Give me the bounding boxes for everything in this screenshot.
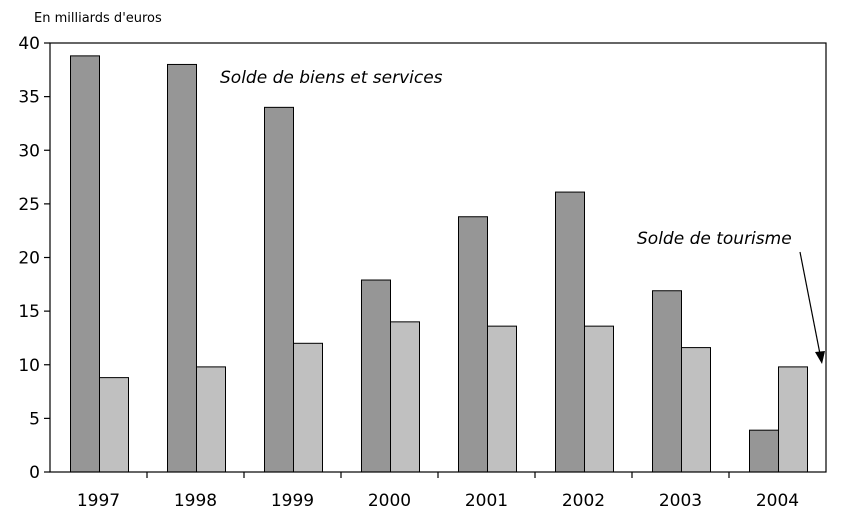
y-tick-label: 10	[18, 356, 40, 376]
x-tick-label: 2000	[368, 491, 411, 511]
y-axis-unit-label: En milliards d'euros	[34, 11, 162, 26]
bar-biens-services-2001	[458, 216, 488, 473]
bar-tourisme-2000	[390, 321, 420, 473]
bar-biens-services-1997	[70, 55, 100, 473]
bar-biens-services-2002	[555, 191, 585, 473]
y-tick-label: 15	[18, 302, 40, 322]
y-tick-label: 5	[29, 409, 40, 429]
bar-tourisme-1998	[196, 366, 226, 473]
annotation-tourisme: Solde de tourisme	[637, 229, 792, 249]
annotation-biens-services: Solde de biens et services	[220, 68, 443, 88]
bar-tourisme-2002	[584, 325, 614, 473]
y-tick-label: 25	[18, 195, 40, 215]
annotation-arrow-line	[799, 251, 821, 355]
bar-biens-services-1998	[167, 63, 197, 473]
bar-biens-services-2004	[749, 429, 779, 473]
y-tick-label: 30	[18, 141, 40, 161]
x-tick-label: 2001	[465, 491, 508, 511]
y-tick-label: 20	[18, 249, 40, 269]
bars	[70, 55, 808, 473]
x-tick-label: 2004	[756, 491, 799, 511]
bar-tourisme-2003	[681, 347, 711, 473]
x-tick-label: 1999	[271, 491, 314, 511]
x-tick-label: 1997	[77, 491, 120, 511]
x-tick-label: 2002	[562, 491, 605, 511]
bar-tourisme-1997	[99, 377, 129, 473]
annotation-arrow-head	[815, 351, 825, 364]
y-tick-label: 40	[18, 34, 40, 54]
x-axis: 1997 1998 1999 2000 2001 2002 2003 2004	[77, 472, 799, 511]
bar-tourisme-2004	[778, 366, 808, 473]
y-axis: 0 5 10 15 20 25 30 35 40	[18, 34, 50, 483]
x-tick-label: 1998	[174, 491, 217, 511]
bar-tourisme-2001	[487, 325, 517, 473]
plot-frame	[49, 42, 827, 473]
bar-biens-services-2000	[361, 279, 391, 473]
x-tick-label: 2003	[659, 491, 702, 511]
y-tick-label: 35	[18, 88, 40, 108]
y-tick-label: 0	[29, 463, 40, 483]
bar-biens-services-1999	[264, 106, 294, 473]
bar-tourisme-1999	[293, 342, 323, 473]
bar-biens-services-2003	[652, 290, 682, 473]
